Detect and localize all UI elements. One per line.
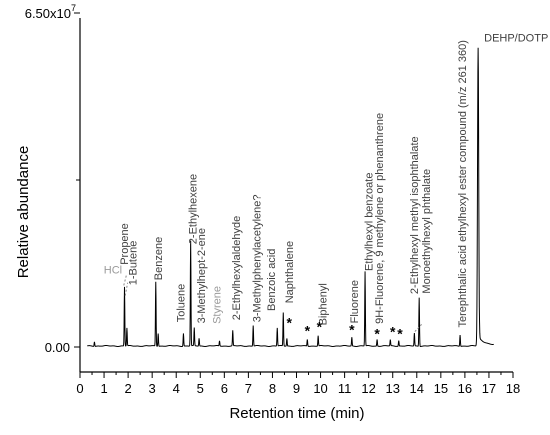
peak-label: Terephthalic acid ethylhexyl ester compo…: [457, 40, 469, 327]
x-tick-label: 9: [293, 381, 300, 396]
peak-label: Naphthalene: [284, 241, 296, 303]
x-tick-label: 6: [221, 381, 228, 396]
x-tick-label: 3: [149, 381, 156, 396]
peak-label: 9H-Fluorene, 9 methylene or phenanthrene: [374, 113, 386, 324]
x-tick-label: 1: [100, 381, 107, 396]
asterisk-marker: *: [349, 322, 355, 338]
asterisk-marker: *: [390, 324, 396, 340]
peak-label: Benzene: [153, 237, 165, 280]
x-tick-label: 12: [361, 381, 375, 396]
peak-label: Toluene: [176, 284, 188, 323]
leader-line: [414, 324, 422, 332]
x-axis-label: Retention time (min): [229, 405, 364, 422]
asterisk-marker: *: [317, 319, 323, 335]
x-tick-label: 7: [245, 381, 252, 396]
x-tick-label: 15: [434, 381, 448, 396]
peak-label: 2-Ethylhexene: [188, 174, 200, 244]
peak-label: 1-Butene: [128, 241, 140, 286]
y-tick-label: 0.00: [45, 340, 70, 355]
asterisk-marker: *: [397, 325, 403, 341]
peak-label: Styrene: [212, 286, 224, 324]
y-axis-label: Relative abundance: [15, 146, 32, 279]
asterisk-marker: *: [305, 323, 311, 339]
x-tick-label: 13: [385, 381, 399, 396]
x-tick-label: 0: [76, 381, 83, 396]
x-tick-label: 16: [458, 381, 472, 396]
peak-label: Benzoic acid: [266, 249, 278, 311]
asterisk-marker: *: [374, 325, 380, 341]
x-tick-label: 14: [410, 381, 424, 396]
x-tick-label: 8: [269, 381, 276, 396]
x-tick-label: 4: [173, 381, 180, 396]
leader-line: [123, 274, 127, 286]
peak-label: Propene: [119, 223, 131, 265]
chromatogram-trace: [87, 47, 494, 347]
x-tick-label: 11: [338, 381, 352, 396]
peak-label: Ethylhexyl benzoate: [363, 173, 375, 271]
peak-label: DEHP/DOTP: [484, 32, 548, 44]
leader-lines: [123, 274, 422, 332]
x-tick-label: 5: [197, 381, 204, 396]
x-tick-label: 17: [482, 381, 496, 396]
x-tick-label: 18: [506, 381, 520, 396]
asterisk-markers: ** * * * * *: [287, 314, 404, 341]
peak-label: Monoethylhexyl phthalate: [421, 169, 433, 294]
y-tick-label: 6.50x107: [25, 3, 76, 21]
asterisk-marker: *: [287, 314, 293, 330]
peak-label: Biphenyl: [318, 283, 330, 325]
x-tick-label: 2: [124, 381, 131, 396]
chromatogram-trace-group: [87, 47, 494, 347]
peak-label: Fluorene: [349, 280, 361, 323]
peak-label: 2-Ethylhexylaldehyde: [231, 216, 243, 321]
peak-label: 2-Ethylhexyl methyl isophthalate: [409, 136, 421, 294]
peak-label: 3-Methylphenylacetylene?: [251, 194, 263, 322]
x-tick-label: 10: [313, 381, 327, 396]
peak-label: 3-Methylhept-2-ene: [196, 228, 208, 323]
peak-label: HCl: [104, 265, 122, 277]
